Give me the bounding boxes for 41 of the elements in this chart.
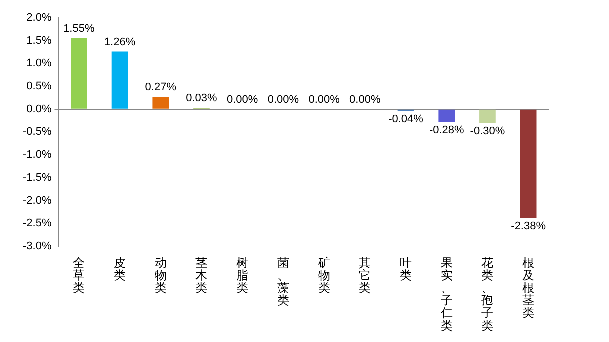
data-label: 1.55% xyxy=(64,23,95,36)
y-tick-label: 1.0% xyxy=(26,58,52,70)
x-tick-label: 菌、藻类 xyxy=(277,256,290,308)
data-label: 1.26% xyxy=(104,36,136,48)
data-label: 0.00% xyxy=(226,94,258,106)
x-tick-label: 树脂类 xyxy=(236,256,249,296)
x-tick-label: 叶类 xyxy=(400,256,412,282)
y-tick-label: -2.0% xyxy=(22,194,52,207)
x-tick-label: 全草类 xyxy=(73,256,86,296)
data-label: -0.30% xyxy=(470,126,506,138)
y-tick-label: 0.5% xyxy=(26,80,52,93)
y-tick-label: 1.5% xyxy=(26,34,52,47)
bar xyxy=(152,97,170,109)
data-label: 0.27% xyxy=(145,82,177,94)
bar xyxy=(112,52,128,109)
y-tick-label: -0.5% xyxy=(22,126,52,138)
x-tick-label: 矿物类 xyxy=(317,256,330,296)
x-tick-label: 根及根茎类 xyxy=(522,256,535,320)
bar xyxy=(480,110,496,124)
bar xyxy=(70,38,88,109)
x-tick-label: 皮类 xyxy=(114,256,126,282)
y-tick-label: -1.5% xyxy=(22,172,52,184)
x-tick-label: 动物类 xyxy=(154,256,167,296)
y-tick-label: -2.5% xyxy=(22,218,52,230)
data-label: -2.38% xyxy=(511,220,546,233)
data-label: -0.04% xyxy=(388,114,424,126)
bar xyxy=(520,110,537,218)
y-tick-label: -1.0% xyxy=(22,149,52,162)
y-tick-label: 0.0% xyxy=(26,103,52,116)
x-tick-label: 花类、孢子类 xyxy=(482,256,494,333)
data-label: 0.00% xyxy=(308,94,340,106)
x-tick-label: 其它类 xyxy=(359,256,372,296)
x-tick-label: 果实、子仁类 xyxy=(440,256,453,333)
y-tick-label: -3.0% xyxy=(22,240,52,252)
data-label: 0.00% xyxy=(268,94,300,106)
data-label: 0.00% xyxy=(350,94,381,106)
x-tick-label: 茎木类 xyxy=(196,256,208,296)
bar xyxy=(438,110,456,122)
y-tick-label: 2.0% xyxy=(26,12,52,24)
data-label: -0.28% xyxy=(429,124,465,137)
data-label: 0.03% xyxy=(186,92,218,105)
